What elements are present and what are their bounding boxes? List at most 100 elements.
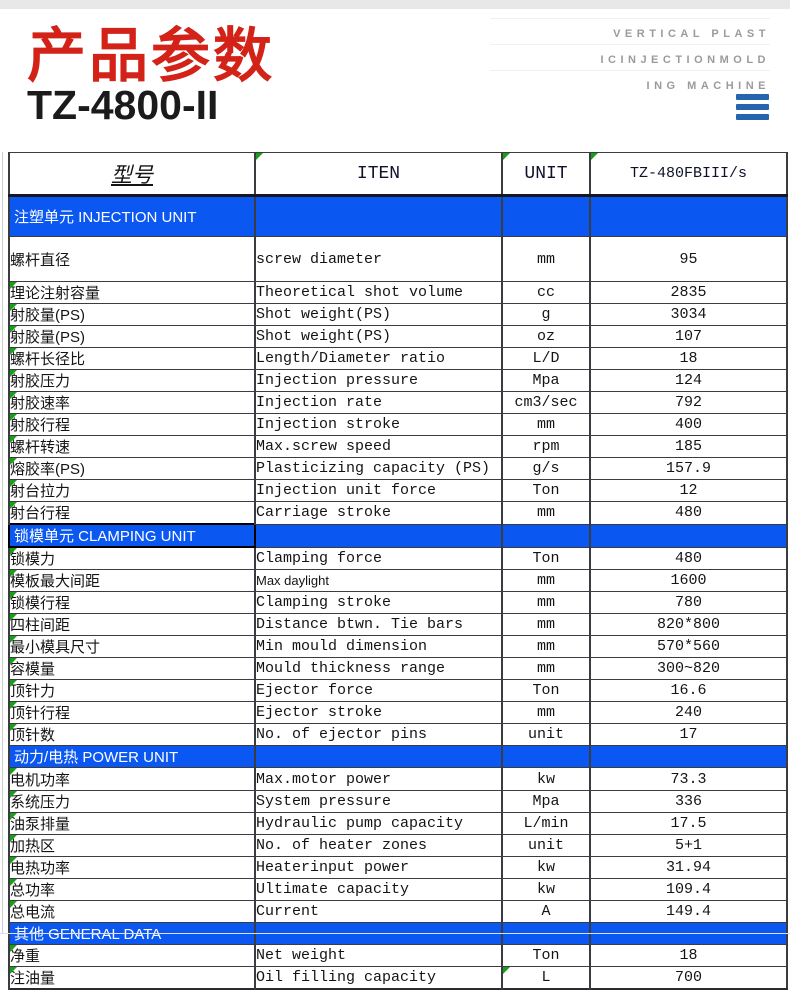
menu-bar xyxy=(736,94,769,100)
table-row: 射胶量(PS) Shot weight(PS) g 3034 xyxy=(8,303,788,326)
spec-value-cell: 2835 xyxy=(589,281,788,304)
table-row: 四柱间距 Distance btwn. Tie bars mm 820*800 xyxy=(8,613,788,636)
spec-unit-cell: mm xyxy=(501,591,591,614)
section-row: 注塑单元 INJECTION UNIT xyxy=(8,195,788,237)
table-row: 总功率 Ultimate capacity kw 109.4 xyxy=(8,878,788,901)
spec-value-cell: 73.3 xyxy=(589,767,788,791)
table-row: 顶针行程 Ejector stroke mm 240 xyxy=(8,701,788,724)
spec-value-cell: 107 xyxy=(589,325,788,348)
spec-name-en-cell: Min mould dimension xyxy=(254,635,503,658)
table-row: 锁模力 Clamping force Ton 480 xyxy=(8,546,788,570)
cell-note-icon xyxy=(11,414,17,421)
table-row: 油泵排量 Hydraulic pump capacity L/min 17.5 xyxy=(8,812,788,835)
section-empty-cell xyxy=(589,523,788,548)
spec-name-en-cell: screw diameter xyxy=(254,236,503,282)
table-row: 射胶速率 Injection rate cm3/sec 792 xyxy=(8,391,788,414)
spec-value-cell: 17 xyxy=(589,723,788,746)
spec-value-cell: 700 xyxy=(589,966,788,990)
section-row: 动力/电热 POWER UNIT xyxy=(8,745,788,768)
spec-name-en-cell: Clamping force xyxy=(254,546,503,570)
section-empty-cell xyxy=(589,745,788,768)
spec-name-en-cell: System pressure xyxy=(254,790,503,813)
section-empty-cell xyxy=(501,523,591,548)
table-row: 模板最大间距 Max daylight mm 1600 xyxy=(8,569,788,592)
spec-value-cell: 820*800 xyxy=(589,613,788,636)
cell-note-icon xyxy=(504,967,510,974)
top-gray-strip xyxy=(0,0,790,9)
spec-unit-cell: cc xyxy=(501,281,591,304)
spec-name-en-cell: Injection rate xyxy=(254,391,503,414)
spec-name-en-cell: Shot weight(PS) xyxy=(254,325,503,348)
section-label-cell: 注塑单元 INJECTION UNIT xyxy=(8,195,256,237)
spec-unit-cell: Mpa xyxy=(501,790,591,813)
spec-unit-cell: mm xyxy=(501,657,591,680)
tagline-line: ICINJECTIONMOLD xyxy=(490,44,770,70)
spec-name-cn-cell: 螺杆直径 xyxy=(8,236,256,282)
spec-name-en-cell: Injection pressure xyxy=(254,369,503,392)
spec-name-cn-cell: 系统压力 xyxy=(8,790,256,813)
spec-unit-cell: unit xyxy=(501,723,591,746)
table-row: 注油量 Oil filling capacity L 700 xyxy=(8,966,788,990)
cell-note-icon xyxy=(11,548,17,555)
spec-name-en-cell: Hydraulic pump capacity xyxy=(254,812,503,835)
cell-note-icon xyxy=(11,480,17,487)
spec-unit-cell: oz xyxy=(501,325,591,348)
spec-unit-cell: kw xyxy=(501,767,591,791)
cell-note-icon xyxy=(11,282,17,289)
cell-note-icon xyxy=(11,304,17,311)
spec-value-cell: 792 xyxy=(589,391,788,414)
spec-value-cell: 780 xyxy=(589,591,788,614)
spec-unit-cell: g xyxy=(501,303,591,326)
model-title: TZ-4800-II xyxy=(27,82,219,128)
spec-unit-cell: mm xyxy=(501,413,591,436)
spec-name-en-cell: Length/Diameter ratio xyxy=(254,347,503,370)
table-row: 螺杆转速 Max.screw speed rpm 185 xyxy=(8,435,788,458)
table-row: 系统压力 System pressure Mpa 336 xyxy=(8,790,788,813)
spec-name-en-cell: Ejector force xyxy=(254,679,503,702)
spec-name-cn-cell: 射胶量(PS) xyxy=(8,325,256,348)
cell-note-icon xyxy=(11,724,17,731)
spec-name-en-cell: Ejector stroke xyxy=(254,701,503,724)
spec-value-cell: 157.9 xyxy=(589,457,788,480)
cell-note-icon xyxy=(11,348,17,355)
table-row: 顶针数 No. of ejector pins unit 17 xyxy=(8,723,788,746)
spec-name-en-cell: Max.motor power xyxy=(254,767,503,791)
spec-value-cell: 3034 xyxy=(589,303,788,326)
cell-note-icon xyxy=(11,857,17,864)
sheet-edge-line xyxy=(2,152,3,933)
spec-value-cell: 149.4 xyxy=(589,900,788,923)
table-row: 电机功率 Max.motor power kw 73.3 xyxy=(8,767,788,791)
spec-name-en-cell: Injection unit force xyxy=(254,479,503,502)
spec-name-cn-cell: 电机功率 xyxy=(8,767,256,791)
cell-note-icon xyxy=(11,326,17,333)
spec-value-cell: 95 xyxy=(589,236,788,282)
table-row: 锁模行程 Clamping stroke mm 780 xyxy=(8,591,788,614)
spec-unit-cell: unit xyxy=(501,834,591,857)
spec-name-cn-cell: 射胶压力 xyxy=(8,369,256,392)
spec-name-en-cell: Distance btwn. Tie bars xyxy=(254,613,503,636)
spec-value-cell: 400 xyxy=(589,413,788,436)
spec-name-en-cell: No. of heater zones xyxy=(254,834,503,857)
spec-unit-cell: mm xyxy=(501,569,591,592)
column-header-iten: ITEN xyxy=(254,152,503,197)
tagline-line: ING MACHINE xyxy=(490,70,770,96)
spec-name-en-cell: Shot weight(PS) xyxy=(254,303,503,326)
cell-note-icon xyxy=(11,592,17,599)
cell-note-icon xyxy=(11,791,17,798)
page-title: 产品参数 xyxy=(27,23,276,89)
spec-name-cn-cell: 模板最大间距 xyxy=(8,569,256,592)
spec-name-cn-cell: 螺杆长径比 xyxy=(8,347,256,370)
spec-value-cell: 185 xyxy=(589,435,788,458)
spec-unit-cell: L xyxy=(501,966,591,990)
cell-note-icon xyxy=(11,458,17,465)
spec-value-cell: 18 xyxy=(589,347,788,370)
hamburger-menu-icon[interactable] xyxy=(736,94,769,124)
spec-name-cn-cell: 油泵排量 xyxy=(8,812,256,835)
spec-name-cn-cell: 射台行程 xyxy=(8,501,256,525)
spec-name-en-cell: No. of ejector pins xyxy=(254,723,503,746)
tagline-line: VERTICAL PLAST xyxy=(490,18,770,44)
spec-name-en-cell: Carriage stroke xyxy=(254,501,503,525)
table-row: 射胶量(PS) Shot weight(PS) oz 107 xyxy=(8,325,788,348)
section-empty-cell xyxy=(254,523,503,548)
table-row: 射胶行程 Injection stroke mm 400 xyxy=(8,413,788,436)
